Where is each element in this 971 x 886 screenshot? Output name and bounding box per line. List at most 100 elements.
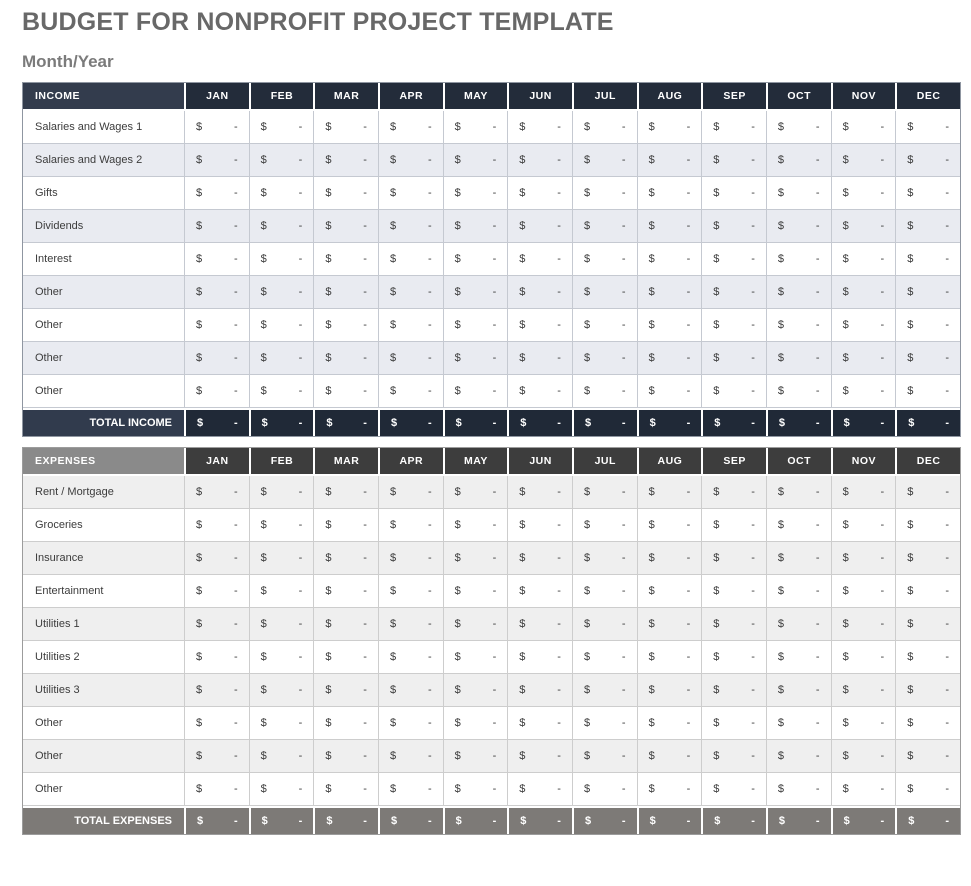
amount-value: - bbox=[363, 815, 367, 827]
expenses-amount-cell-may: $ - bbox=[442, 542, 508, 575]
expenses-amount-cell-feb: $ - bbox=[248, 608, 314, 641]
money-cell-content: $ - bbox=[639, 815, 702, 827]
currency-symbol: $ bbox=[325, 750, 332, 762]
amount-value: - bbox=[751, 319, 755, 331]
money-cell-content: $ - bbox=[897, 417, 960, 429]
expenses-total-amount-cell-dec: $ - bbox=[895, 806, 960, 834]
amount-value: - bbox=[621, 651, 626, 663]
money-cell-content: $ - bbox=[896, 717, 960, 729]
amount-value: - bbox=[815, 519, 820, 531]
money-cell-content: $ - bbox=[767, 717, 831, 729]
amount-value: - bbox=[621, 783, 626, 795]
amount-value: - bbox=[880, 286, 885, 298]
money-cell-content: $ - bbox=[379, 253, 443, 265]
amount-value: - bbox=[233, 750, 238, 762]
income-amount-cell-oct: $ - bbox=[765, 111, 831, 144]
money-cell-content: $ - bbox=[767, 385, 831, 397]
expenses-amount-cell-may: $ - bbox=[442, 773, 508, 806]
money-cell-content: $ - bbox=[767, 220, 831, 232]
money-cell-content: $ - bbox=[896, 651, 960, 663]
currency-symbol: $ bbox=[454, 253, 461, 265]
currency-symbol: $ bbox=[519, 783, 526, 795]
expenses-amount-cell-jan: $ - bbox=[184, 740, 249, 773]
amount-value: - bbox=[233, 417, 238, 429]
money-cell-content: $ - bbox=[832, 352, 896, 364]
money-cell-content: $ - bbox=[832, 618, 896, 630]
income-total-row: TOTAL INCOME $ - $ - $ - $ - $ - $ - $ - $ - $ - $ - $ - $ - bbox=[23, 408, 960, 436]
income-amount-cell-mar: $ - bbox=[313, 375, 378, 408]
expenses-total-amount-cell-may: $ - bbox=[442, 806, 508, 834]
currency-symbol: $ bbox=[196, 750, 203, 762]
month-header-jul: JUL bbox=[571, 83, 637, 111]
amount-value: - bbox=[751, 187, 755, 199]
currency-symbol: $ bbox=[907, 552, 914, 564]
expenses-amount-cell-feb: $ - bbox=[248, 542, 314, 575]
money-cell-content: $ - bbox=[250, 319, 314, 331]
currency-symbol: $ bbox=[197, 417, 204, 429]
money-cell-content: $ - bbox=[638, 618, 702, 630]
money-cell-content: $ - bbox=[508, 154, 572, 166]
amount-value: - bbox=[557, 220, 561, 232]
currency-symbol: $ bbox=[196, 319, 203, 331]
amount-value: - bbox=[815, 121, 820, 133]
expenses-amount-cell-sep: $ - bbox=[701, 707, 766, 740]
currency-symbol: $ bbox=[842, 750, 849, 762]
amount-value: - bbox=[815, 352, 820, 364]
currency-symbol: $ bbox=[325, 319, 332, 331]
amount-value: - bbox=[233, 815, 238, 827]
income-amount-cell-nov: $ - bbox=[830, 276, 896, 309]
money-cell-content: $ - bbox=[185, 253, 249, 265]
currency-symbol: $ bbox=[454, 220, 461, 232]
page-title: BUDGET FOR NONPROFIT PROJECT TEMPLATE bbox=[22, 8, 614, 36]
currency-symbol: $ bbox=[583, 717, 591, 729]
income-total-amount-cell-may: $ - bbox=[442, 408, 508, 436]
amount-value: - bbox=[363, 286, 367, 298]
currency-symbol: $ bbox=[454, 651, 461, 663]
amount-value: - bbox=[815, 585, 820, 597]
expenses-amount-cell-sep: $ - bbox=[701, 509, 766, 542]
money-cell-content: $ - bbox=[768, 417, 831, 429]
expenses-amount-cell-jan: $ - bbox=[184, 542, 249, 575]
amount-value: - bbox=[751, 815, 755, 827]
currency-symbol: $ bbox=[260, 154, 267, 166]
amount-value: - bbox=[557, 385, 561, 397]
money-cell-content: $ - bbox=[314, 651, 378, 663]
money-cell-content: $ - bbox=[379, 552, 443, 564]
income-total-amount-cell-jul: $ - bbox=[571, 408, 637, 436]
amount-value: - bbox=[492, 684, 497, 696]
amount-value: - bbox=[815, 783, 820, 795]
amount-value: - bbox=[621, 684, 626, 696]
currency-symbol: $ bbox=[196, 618, 203, 630]
amount-value: - bbox=[751, 618, 755, 630]
money-cell-content: $ - bbox=[573, 717, 637, 729]
expenses-amount-cell-apr: $ - bbox=[377, 707, 443, 740]
income-amount-cell-apr: $ - bbox=[377, 276, 443, 309]
currency-symbol: $ bbox=[196, 486, 203, 498]
expenses-amount-cell-jun: $ - bbox=[507, 641, 572, 674]
currency-symbol: $ bbox=[583, 385, 591, 397]
currency-symbol: $ bbox=[713, 519, 720, 531]
amount-value: - bbox=[751, 286, 755, 298]
amount-value: - bbox=[945, 352, 949, 364]
amount-value: - bbox=[621, 253, 626, 265]
amount-value: - bbox=[233, 717, 238, 729]
expenses-amount-cell-jan: $ - bbox=[184, 641, 249, 674]
money-cell-content: $ - bbox=[573, 220, 637, 232]
currency-symbol: $ bbox=[196, 684, 203, 696]
income-row: Other $ - $ - $ - $ - $ - $ - $ - $ - $ - $ - $ - $ - bbox=[23, 309, 960, 342]
income-amount-cell-aug: $ - bbox=[636, 144, 702, 177]
amount-value: - bbox=[880, 417, 885, 429]
money-cell-content: $ - bbox=[638, 220, 702, 232]
money-cell-content: $ - bbox=[508, 385, 572, 397]
currency-symbol: $ bbox=[519, 121, 526, 133]
expenses-amount-cell-jan: $ - bbox=[184, 476, 249, 509]
currency-symbol: $ bbox=[648, 552, 655, 564]
amount-value: - bbox=[815, 618, 820, 630]
expenses-amount-cell-dec: $ - bbox=[895, 641, 960, 674]
money-cell-content: $ - bbox=[444, 717, 508, 729]
income-amount-cell-may: $ - bbox=[442, 177, 508, 210]
income-amount-cell-dec: $ - bbox=[895, 111, 960, 144]
money-cell-content: $ - bbox=[702, 154, 766, 166]
currency-symbol: $ bbox=[519, 486, 526, 498]
income-amount-cell-sep: $ - bbox=[701, 342, 766, 375]
